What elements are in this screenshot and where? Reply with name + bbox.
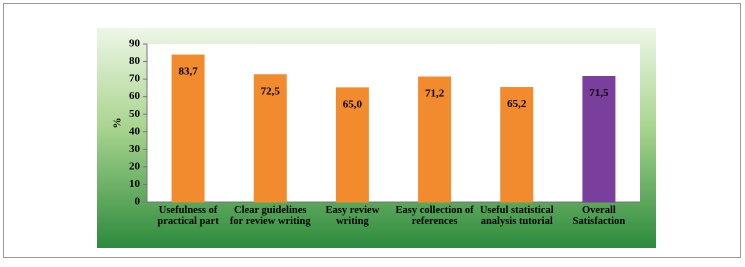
y-tick-label: 10 [129,178,141,190]
y-tick-label: 60 [129,90,141,102]
x-label-box: Easy collection of references [395,205,474,227]
x-label-box: Overall Satisfaction [572,205,626,227]
bar [582,75,616,203]
x-tick-label: Useful statistical analysis tutorial [479,205,554,227]
data-label: 72,5 [261,85,281,97]
y-tick-label: 0 [135,196,141,208]
data-label: 71,2 [425,88,445,100]
x-label-box: Easy review writing [325,205,380,227]
y-tick-label: 70 [129,73,141,85]
y-tick-label: 40 [129,125,141,137]
data-label: 83,7 [178,66,198,78]
x-tick-label: Easy review writing [325,205,380,227]
data-label: 65,0 [343,98,363,110]
x-label-box: Clear guidelines for review writing [229,205,311,227]
data-label: 65,2 [507,98,527,110]
y-tick-label: 30 [129,143,141,155]
y-tick-label: 50 [129,108,141,120]
x-label-box: Usefulness of practical part [157,205,219,227]
x-label-box: Useful statistical analysis tutorial [479,205,554,227]
x-tick-label: Easy collection of references [395,205,474,227]
x-tick-label: Usefulness of practical part [157,205,219,227]
data-label: 71,5 [589,87,609,99]
x-tick-label: Clear guidelines for review writing [229,205,311,227]
bar [335,87,369,203]
y-tick-label: 90 [129,38,141,50]
y-tick-label: 20 [129,160,141,172]
bar [171,54,205,203]
y-axis-label: % [112,118,124,129]
bar [253,74,287,203]
x-tick-label: Overall Satisfaction [572,205,626,227]
y-tick-label: 80 [129,55,141,67]
bar [418,76,452,203]
bar [500,87,534,203]
plot-area [147,44,640,202]
